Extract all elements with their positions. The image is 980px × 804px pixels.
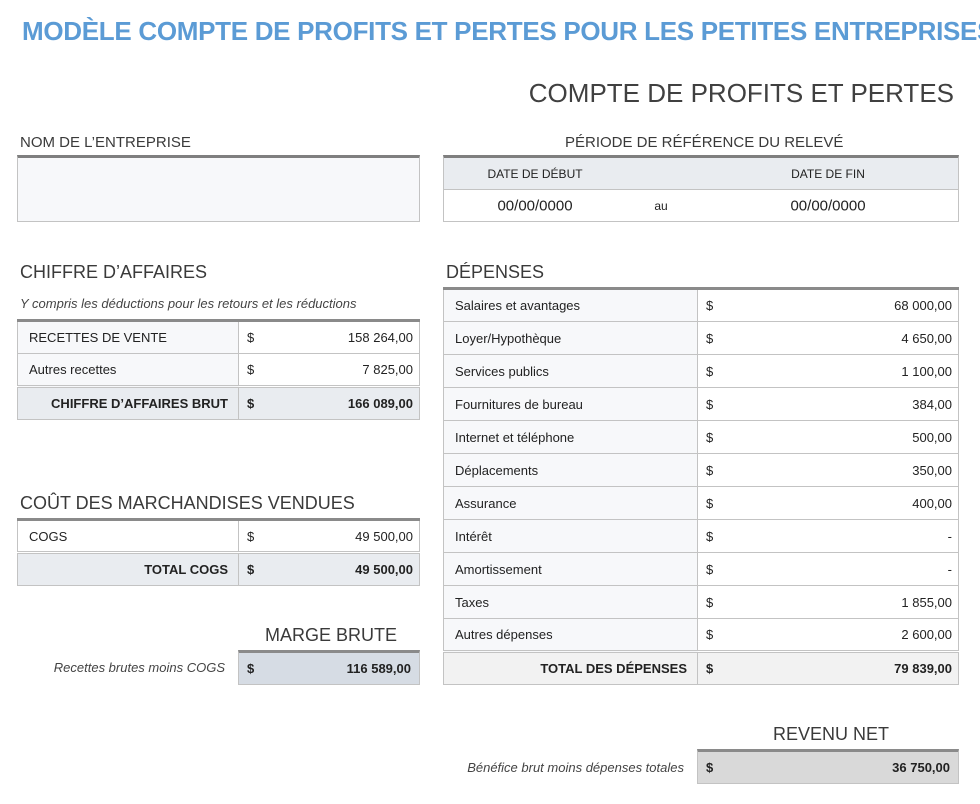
period-header-row: DATE DE DÉBUT DATE DE FIN <box>444 158 958 190</box>
row-value[interactable]: 7 825,00 <box>278 353 420 387</box>
gross-margin-value-box: $ 116 589,00 <box>238 650 420 685</box>
row-value[interactable]: 49 500,00 <box>278 518 420 553</box>
total-row: CHIFFRE D’AFFAIRES BRUT $ 166 089,00 <box>17 385 420 420</box>
table-row: Déplacements $ 350,00 <box>443 453 959 487</box>
gross-margin-value: 116 589,00 <box>346 661 411 676</box>
currency-symbol: $ <box>697 321 738 355</box>
company-name-label: NOM DE L’ENTREPRISE <box>20 134 191 151</box>
total-row: TOTAL COGS $ 49 500,00 <box>17 551 420 586</box>
expenses-table: Salaires et avantages $ 68 000,00 Loyer/… <box>443 287 959 685</box>
row-value[interactable]: 2 600,00 <box>737 618 959 652</box>
currency-symbol: $ <box>697 420 738 454</box>
row-value[interactable]: 158 264,00 <box>278 319 420 354</box>
currency-symbol: $ <box>697 519 738 553</box>
currency-symbol: $ <box>697 552 738 586</box>
revenue-note: Y compris les déductions pour les retour… <box>20 296 357 311</box>
end-date-field[interactable]: 00/00/0000 <box>790 197 866 215</box>
currency-symbol: $ <box>697 354 738 388</box>
row-value[interactable]: 1 855,00 <box>737 585 959 619</box>
table-row: Assurance $ 400,00 <box>443 486 959 520</box>
revenue-table: RECETTES DE VENTE $ 158 264,00 Autres re… <box>17 319 420 420</box>
net-income-note: Bénéfice brut moins dépenses totales <box>467 760 684 775</box>
cogs-title: COÛT DES MARCHANDISES VENDUES <box>20 493 355 513</box>
period-label: PÉRIODE DE RÉFÉRENCE DU RELEVÉ <box>565 134 844 151</box>
currency-symbol: $ <box>238 385 279 420</box>
row-label: Internet et téléphone <box>443 420 698 454</box>
table-row: Loyer/Hypothèque $ 4 650,00 <box>443 321 959 355</box>
row-label: RECETTES DE VENTE <box>17 319 239 354</box>
table-row: Taxes $ 1 855,00 <box>443 585 959 619</box>
currency-symbol: $ <box>697 650 738 685</box>
table-row: RECETTES DE VENTE $ 158 264,00 <box>17 319 420 354</box>
currency-symbol: $ <box>238 353 279 387</box>
currency-symbol: $ <box>238 319 279 354</box>
row-value[interactable]: - <box>737 552 959 586</box>
net-income-value-box: $ 36 750,00 <box>697 749 959 784</box>
total-row: TOTAL DES DÉPENSES $ 79 839,00 <box>443 650 959 685</box>
total-label: TOTAL DES DÉPENSES <box>443 650 698 685</box>
row-value[interactable]: 500,00 <box>737 420 959 454</box>
currency-symbol: $ <box>238 518 279 553</box>
start-date-field[interactable]: 00/00/0000 <box>497 197 573 215</box>
row-label: Autres dépenses <box>443 618 698 652</box>
row-label: Fournitures de bureau <box>443 387 698 421</box>
start-date-header: DATE DE DÉBUT <box>487 166 583 181</box>
main-title: MODÈLE COMPTE DE PROFITS ET PERTES POUR … <box>22 16 980 46</box>
row-value[interactable]: 68 000,00 <box>737 287 959 322</box>
net-income-value: 36 750,00 <box>892 760 950 775</box>
currency-symbol: $ <box>697 486 738 520</box>
currency-symbol: $ <box>697 585 738 619</box>
table-row: Amortissement $ - <box>443 552 959 586</box>
row-label: Services publics <box>443 354 698 388</box>
gross-margin-title: MARGE BRUTE <box>265 625 398 645</box>
net-income-title: REVENU NET <box>773 724 890 744</box>
currency-symbol: $ <box>247 661 255 676</box>
table-row: Fournitures de bureau $ 384,00 <box>443 387 959 421</box>
row-label: Amortissement <box>443 552 698 586</box>
document-title: COMPTE DE PROFITS ET PERTES <box>528 78 954 108</box>
total-value: 49 500,00 <box>278 551 420 586</box>
table-row: Autres dépenses $ 2 600,00 <box>443 618 959 652</box>
period-values-row: 00/00/0000 au 00/00/0000 <box>444 190 958 222</box>
company-name-field[interactable] <box>17 155 420 222</box>
row-label: COGS <box>17 518 239 553</box>
currency-symbol: $ <box>697 618 738 652</box>
end-date-header: DATE DE FIN <box>791 166 865 181</box>
cogs-table: COGS $ 49 500,00 TOTAL COGS $ 49 500,00 <box>17 518 420 586</box>
row-label: Taxes <box>443 585 698 619</box>
total-value: 166 089,00 <box>278 385 420 420</box>
row-value[interactable]: 350,00 <box>737 453 959 487</box>
revenue-title: CHIFFRE D’AFFAIRES <box>20 262 208 282</box>
table-row: Services publics $ 1 100,00 <box>443 354 959 388</box>
total-label: TOTAL COGS <box>17 551 239 586</box>
period-separator: au <box>654 199 668 213</box>
gross-margin-note: Recettes brutes moins COGS <box>53 660 225 675</box>
row-label: Autres recettes <box>17 353 239 387</box>
row-label: Assurance <box>443 486 698 520</box>
currency-symbol: $ <box>238 551 279 586</box>
table-row: Autres recettes $ 7 825,00 <box>17 353 420 387</box>
table-row: COGS $ 49 500,00 <box>17 518 420 553</box>
expenses-title: DÉPENSES <box>446 262 545 282</box>
row-value[interactable]: 400,00 <box>737 486 959 520</box>
row-value[interactable]: 1 100,00 <box>737 354 959 388</box>
row-value[interactable]: - <box>737 519 959 553</box>
currency-symbol: $ <box>706 760 714 775</box>
row-label: Salaires et avantages <box>443 287 698 322</box>
table-row: Intérêt $ - <box>443 519 959 553</box>
currency-symbol: $ <box>697 387 738 421</box>
table-row: Salaires et avantages $ 68 000,00 <box>443 287 959 322</box>
row-label: Déplacements <box>443 453 698 487</box>
row-value[interactable]: 4 650,00 <box>737 321 959 355</box>
total-value: 79 839,00 <box>737 650 959 685</box>
currency-symbol: $ <box>697 287 738 322</box>
currency-symbol: $ <box>697 453 738 487</box>
period-table: DATE DE DÉBUT DATE DE FIN 00/00/0000 au … <box>443 155 959 222</box>
row-label: Loyer/Hypothèque <box>443 321 698 355</box>
row-label: Intérêt <box>443 519 698 553</box>
row-value[interactable]: 384,00 <box>737 387 959 421</box>
total-label: CHIFFRE D’AFFAIRES BRUT <box>17 385 239 420</box>
table-row: Internet et téléphone $ 500,00 <box>443 420 959 454</box>
